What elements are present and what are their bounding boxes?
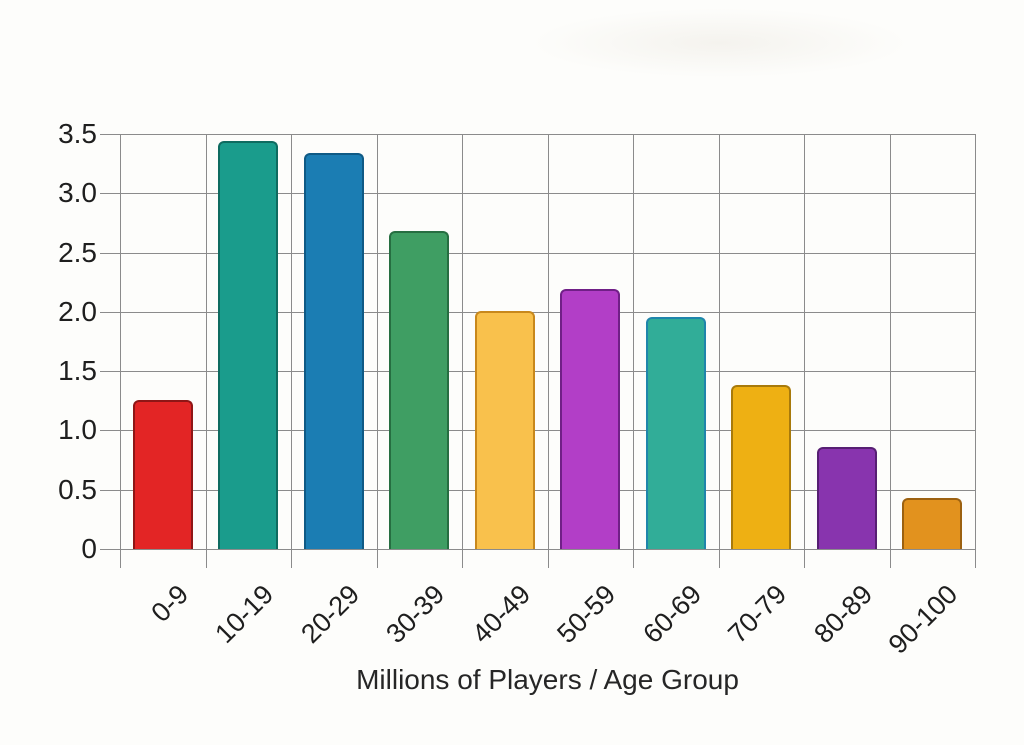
x-tick-label: 10-19	[209, 579, 280, 650]
y-tick-label: 3.0	[58, 177, 97, 209]
y-tick-label: 3.5	[58, 118, 97, 149]
gridline-vertical	[889, 134, 891, 568]
y-tick-label: 2.5	[58, 236, 97, 268]
x-tick-label: 0-9	[145, 579, 194, 628]
gridline-vertical	[975, 134, 976, 568]
gridline-horizontal	[100, 311, 975, 313]
bar	[816, 447, 877, 549]
x-tick-label: 80-89	[807, 579, 878, 650]
gridline-vertical	[633, 134, 634, 568]
gridline-vertical	[462, 134, 463, 568]
x-tick-label: 50-59	[551, 579, 622, 650]
y-tick-label: 0.5	[58, 473, 97, 505]
x-axis-title: Millions of Players / Age Group	[356, 664, 739, 695]
gridline-vertical	[291, 134, 292, 568]
x-tick-label: 60-69	[636, 579, 707, 650]
x-tick-label: 30-39	[380, 579, 451, 650]
y-tick-label: 1.0	[58, 414, 97, 446]
gridline-horizontal	[100, 489, 975, 491]
gridline-horizontal	[100, 549, 975, 550]
bar	[902, 498, 963, 549]
gridline-horizontal	[100, 430, 975, 432]
gridline-horizontal	[100, 371, 975, 373]
gridline-vertical	[718, 134, 720, 568]
bar	[731, 385, 792, 549]
bar	[389, 231, 450, 549]
x-tick-label: 90-100	[882, 579, 964, 660]
gridline-horizontal	[100, 134, 975, 135]
y-tick-label: 2.0	[58, 295, 97, 327]
bar	[645, 316, 706, 549]
x-tick-label: 20-29	[294, 579, 365, 650]
gridline-horizontal	[100, 252, 975, 254]
bar	[132, 399, 193, 549]
y-tick-label: 0	[81, 533, 97, 564]
bar	[560, 289, 621, 549]
gridline-vertical	[120, 134, 121, 568]
gridline-vertical	[804, 134, 805, 568]
bar	[218, 141, 279, 549]
bar	[303, 152, 364, 549]
gridline-vertical	[205, 134, 207, 568]
gridline-horizontal	[100, 193, 975, 195]
x-tick-label: 70-79	[722, 579, 793, 650]
gridline-vertical	[376, 134, 378, 568]
y-tick-label: 1.5	[58, 355, 97, 387]
x-tick-label: 40-49	[465, 579, 536, 650]
bar	[474, 310, 535, 549]
gridline-vertical	[547, 134, 549, 568]
